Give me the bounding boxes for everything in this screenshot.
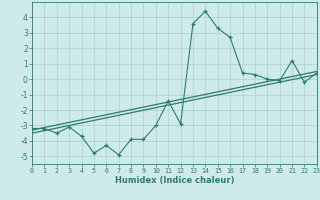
X-axis label: Humidex (Indice chaleur): Humidex (Indice chaleur): [115, 176, 234, 185]
